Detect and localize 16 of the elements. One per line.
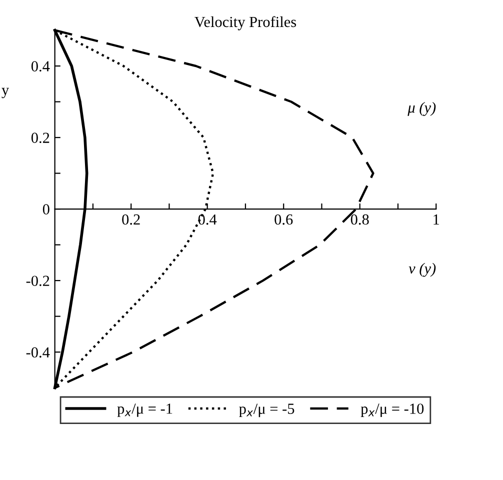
y-axis-title: y	[2, 88, 10, 98]
x-tick-label: 1	[434, 214, 440, 224]
y-tick-label: 0	[42, 204, 50, 214]
y-tick-label: 0.2	[31, 132, 50, 144]
x-tick-label: 0.2	[122, 214, 140, 225]
legend-label: p$_{x}$/μ = -10	[360, 404, 424, 418]
y-tick-label: -0.2	[26, 276, 50, 286]
legend-label: p$_{x}$/μ = -1	[117, 404, 172, 417]
annotation: μ (y)	[408, 102, 436, 116]
chart-title: Velocity Profiles	[194, 16, 296, 30]
annotation: ν (y)	[408, 262, 436, 277]
y-tick-label: 0.4	[31, 61, 50, 72]
x-tick-label: 0.8	[350, 214, 369, 225]
y-tick-label: -0.4	[26, 347, 50, 358]
legend-label: p$_{x}$/μ = -5	[239, 404, 294, 418]
x-tick-label: 0.6	[274, 214, 293, 225]
